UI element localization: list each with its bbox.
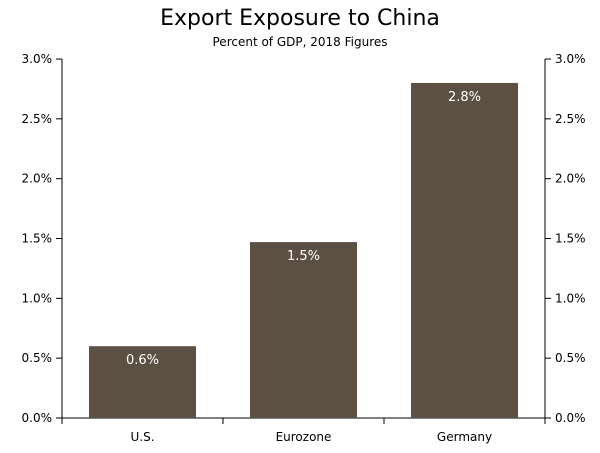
y-tick-label-left: 2.5% xyxy=(22,112,53,126)
y-tick-label-right: 2.5% xyxy=(555,112,586,126)
data-label: 2.8% xyxy=(448,90,481,105)
bar-u-s xyxy=(89,346,196,418)
y-tick-label-left: 3.0% xyxy=(22,52,53,66)
x-tick-label: Eurozone xyxy=(276,430,332,444)
y-tick-label-right: 3.0% xyxy=(555,52,586,66)
y-tick-label-right: 0.0% xyxy=(555,411,586,425)
y-tick-label-right: 2.0% xyxy=(555,172,586,186)
y-tick-label-left: 0.5% xyxy=(22,351,53,365)
x-tick-label: U.S. xyxy=(130,430,154,444)
y-tick-label-left: 1.5% xyxy=(22,232,53,246)
chart-subtitle: Percent of GDP, 2018 Figures xyxy=(212,35,388,49)
data-label: 0.6% xyxy=(126,353,159,368)
bar-germany xyxy=(411,82,518,418)
y-tick-label-left: 0.0% xyxy=(22,411,53,425)
chart-title: Export Exposure to China xyxy=(160,6,440,31)
bar-eurozone xyxy=(250,242,357,418)
y-tick-label-left: 1.0% xyxy=(22,291,53,305)
y-tick-label-left: 2.0% xyxy=(22,172,53,186)
y-tick-label-right: 0.5% xyxy=(555,351,586,365)
x-tick-label: Germany xyxy=(437,430,492,444)
y-tick-label-right: 1.5% xyxy=(555,232,586,246)
y-tick-label-right: 1.0% xyxy=(555,291,586,305)
data-label: 1.5% xyxy=(287,249,320,264)
